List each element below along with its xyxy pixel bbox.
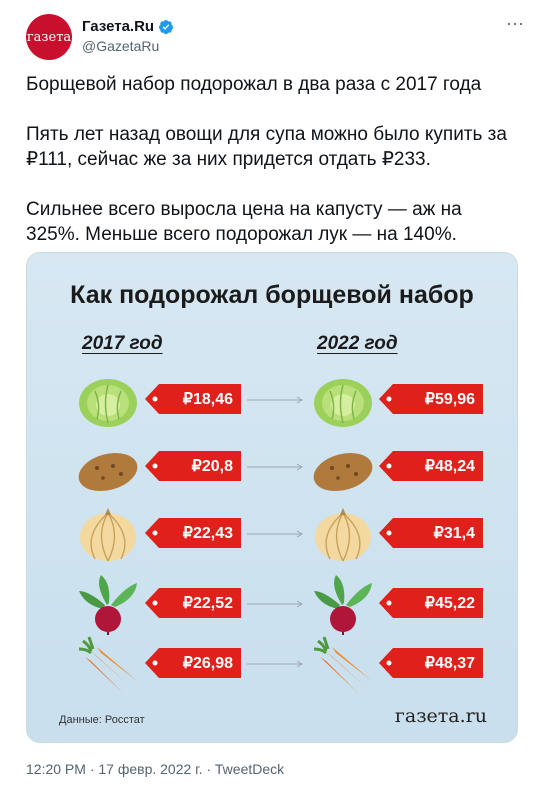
- arrow-icon: [247, 600, 303, 608]
- price-2022: ₽45,22: [424, 595, 475, 612]
- price-row-cabbage: ₽18,46 ₽59,96: [27, 371, 517, 431]
- price-tag-2022: ₽59,96: [379, 382, 483, 416]
- cabbage-icon: [79, 379, 137, 427]
- price-row-potato: ₽20,8 ₽48,24: [27, 438, 517, 498]
- author-name[interactable]: Газета.Ru: [82, 18, 155, 35]
- price-tag-2022: ₽48,37: [379, 646, 483, 680]
- infographic-title: Как подорожал борщевой набор: [70, 281, 474, 309]
- column-header-2022: 2022 год: [317, 333, 398, 354]
- price-row-onion: ₽22,43 ₽31,4: [27, 505, 517, 565]
- data-source: Данные: Росстат: [59, 714, 145, 726]
- price-tag-2022: ₽45,22: [379, 586, 483, 620]
- arrow-icon: [247, 463, 303, 471]
- price-2022: ₽48,37: [424, 655, 475, 672]
- price-2017: ₽18,46: [182, 391, 233, 408]
- tweet-paragraph: Пять лет назад овощи для супа можно было…: [26, 124, 507, 170]
- tweet-timestamp[interactable]: 12:20 PM · 17 февр. 2022 г. · TweetDeck: [26, 761, 285, 777]
- price-row-carrot: ₽26,98 ₽48,37: [27, 635, 517, 695]
- beet-icon: [79, 575, 137, 635]
- tweet-paragraph: Борщевой набор подорожал в два раза с 20…: [26, 74, 482, 95]
- onion-icon: [315, 508, 371, 562]
- infographic-image[interactable]: Как подорожал борщевой набор 2017 год 20…: [26, 252, 518, 743]
- author-name-row[interactable]: Газета.Ru: [82, 18, 174, 35]
- arrow-icon: [247, 530, 303, 538]
- avatar[interactable]: газета: [26, 14, 72, 60]
- price-2017: ₽22,43: [182, 525, 233, 542]
- price-row-beet: ₽22,52 ₽45,22: [27, 575, 517, 635]
- potato-icon: [78, 452, 138, 492]
- beet-icon: [314, 575, 372, 635]
- verified-icon: [159, 19, 174, 34]
- price-tag-2017: ₽22,52: [145, 586, 241, 620]
- price-tag-2022: ₽48,24: [379, 449, 483, 483]
- price-2017: ₽26,98: [182, 655, 233, 672]
- gazeta-logo: газета.ru: [394, 705, 487, 727]
- tweet-paragraph: Сильнее всего выросла цена на капусту — …: [26, 199, 462, 245]
- price-2017: ₽22,52: [182, 595, 233, 612]
- column-header-2017: 2017 год: [82, 333, 163, 354]
- price-tag-2017: ₽26,98: [145, 646, 241, 680]
- onion-icon: [80, 508, 136, 562]
- carrot-icon: [78, 636, 137, 693]
- cabbage-icon: [314, 379, 372, 427]
- price-2022: ₽59,96: [424, 391, 475, 408]
- carrot-icon: [313, 636, 372, 693]
- price-2022: ₽31,4: [433, 525, 475, 542]
- price-2022: ₽48,24: [424, 458, 475, 475]
- potato-icon: [313, 452, 373, 492]
- price-tag-2017: ₽20,8: [145, 449, 241, 483]
- arrow-icon: [247, 660, 303, 668]
- price-tag-2022: ₽31,4: [379, 516, 483, 550]
- tweet-text: Борщевой набор подорожал в два раза с 20…: [26, 72, 520, 247]
- arrow-icon: [247, 396, 303, 404]
- price-tag-2017: ₽22,43: [145, 516, 241, 550]
- more-options-icon[interactable]: ···: [506, 13, 524, 33]
- price-tag-2017: ₽18,46: [145, 382, 241, 416]
- tweet-header: газета Газета.Ru @GazetaRu ···: [26, 14, 526, 62]
- price-2017: ₽20,8: [191, 458, 233, 475]
- author-handle[interactable]: @GazetaRu: [82, 38, 160, 54]
